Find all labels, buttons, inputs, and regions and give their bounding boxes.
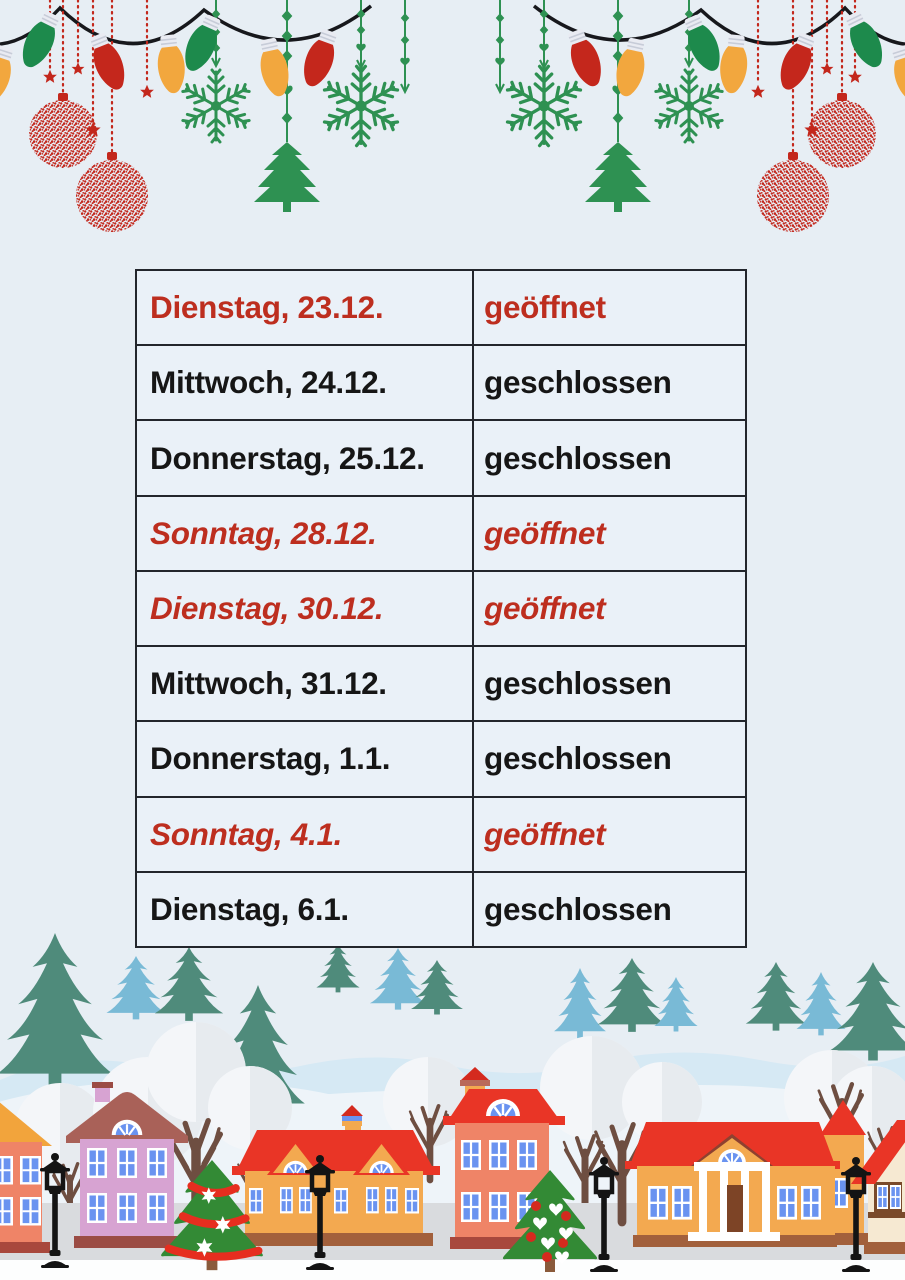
- winter-village-scene: [0, 933, 905, 1280]
- status-cell: geöffnet: [484, 589, 606, 626]
- red-bauble-icon: [29, 93, 97, 168]
- table-row: Donnerstag, 25.12. geschlossen: [137, 421, 745, 497]
- day-cell: Sonntag, 4.1.: [137, 797, 474, 871]
- day-cell: Mittwoch, 24.12.: [137, 346, 474, 420]
- snowflake-icon: [181, 70, 251, 142]
- schedule-table: Dienstag, 23.12. geöffnet Mittwoch, 24.12…: [135, 269, 747, 948]
- light-bulb-icon: [0, 42, 20, 108]
- green-bead-strings: [211, 0, 410, 142]
- house-half-timbered: [851, 1120, 905, 1254]
- light-bulb-icon: [14, 7, 66, 74]
- day-cell: Mittwoch, 31.12.: [137, 647, 474, 721]
- table-row: Donnerstag, 1.1. geschlossen: [137, 722, 745, 798]
- house-orange-dormers: [232, 1105, 440, 1246]
- status-cell: geschlossen: [484, 439, 672, 476]
- day-cell: Dienstag, 23.12.: [137, 271, 474, 345]
- red-bauble-icon: [76, 152, 148, 232]
- light-bulb-icon: [153, 32, 189, 96]
- christmas-tree-hearts: [502, 1170, 598, 1272]
- status-cell: geöffnet: [484, 815, 606, 852]
- status-cell: geschlossen: [484, 665, 672, 702]
- christmas-tree-ribbon: [161, 1160, 263, 1271]
- status-cell: geschlossen: [484, 740, 672, 777]
- table-row: Dienstag, 6.1. geschlossen: [137, 872, 745, 946]
- christmas-garland-decoration: [0, 0, 905, 260]
- hanging-christmas-tree-icon: [254, 142, 320, 212]
- status-cell: geöffnet: [484, 514, 606, 551]
- table-row: Dienstag, 30.12. geöffnet: [137, 571, 745, 648]
- table-row: Sonntag, 28.12. geöffnet: [137, 496, 745, 572]
- day-cell: Dienstag, 30.12.: [137, 571, 474, 646]
- table-row: Dienstag, 23.12. geöffnet: [137, 271, 745, 347]
- snow-ground: [0, 1260, 905, 1280]
- town-hall: [625, 1122, 840, 1247]
- day-cell: Dienstag, 6.1.: [137, 872, 474, 946]
- day-cell: Donnerstag, 1.1.: [137, 722, 474, 796]
- house-pink: [66, 1082, 188, 1248]
- status-cell: geschlossen: [484, 364, 672, 401]
- status-cell: geschlossen: [484, 890, 672, 927]
- table-row: Sonntag, 4.1. geöffnet: [137, 797, 745, 873]
- day-cell: Sonntag, 28.12.: [137, 496, 474, 570]
- light-bulb-icon: [177, 10, 227, 77]
- table-row: Mittwoch, 24.12. geschlossen: [137, 346, 745, 422]
- light-bulb-icon: [296, 25, 344, 92]
- day-cell: Donnerstag, 25.12.: [137, 421, 474, 495]
- table-row: Mittwoch, 31.12. geschlossen: [137, 647, 745, 723]
- status-cell: geöffnet: [484, 289, 606, 326]
- snowflake-icon: [322, 66, 399, 145]
